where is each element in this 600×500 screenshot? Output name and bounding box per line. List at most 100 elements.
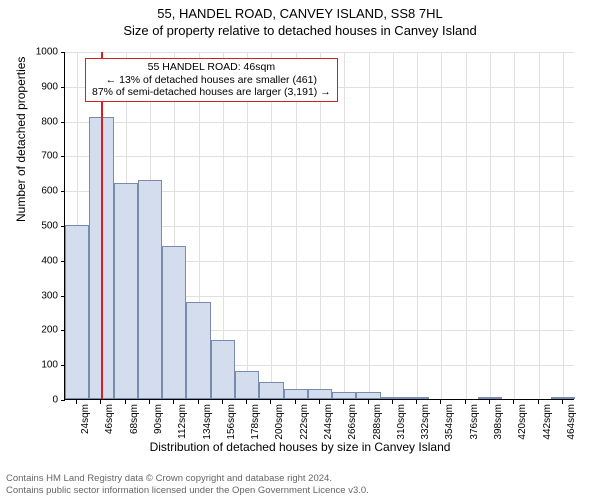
xtick-label: 288sqm [372, 404, 383, 440]
ytick-mark [61, 52, 65, 53]
xtick-label: 376sqm [469, 404, 480, 440]
ytick-label: 600 [41, 186, 58, 197]
xtick-mark [513, 400, 514, 404]
xtick-label: 24sqm [80, 404, 91, 434]
xtick-label: 244sqm [323, 404, 334, 440]
ytick-mark [61, 156, 65, 157]
gridline-v [296, 52, 297, 399]
xtick-mark [538, 400, 539, 404]
histogram-bar [308, 389, 332, 399]
xtick-label: 156sqm [226, 404, 237, 440]
histogram-bar [478, 397, 502, 399]
ytick-mark [61, 191, 65, 192]
gridline-v [320, 52, 321, 399]
xtick-label: 420sqm [517, 404, 528, 440]
ytick-label: 0 [52, 395, 58, 406]
histogram-bar [114, 183, 138, 399]
xtick-label: 310sqm [396, 404, 407, 440]
histogram-bar [138, 180, 162, 399]
gridline-v [247, 52, 248, 399]
ytick-label: 500 [41, 221, 58, 232]
annot-line2: ← 13% of detached houses are smaller (46… [92, 74, 331, 87]
gridline-v [514, 52, 515, 399]
xtick-mark [562, 400, 563, 404]
x-axis-label: Distribution of detached houses by size … [0, 440, 600, 454]
xtick-mark [198, 400, 199, 404]
annot-line3: 87% of semi-detached houses are larger (… [92, 86, 331, 99]
gridline-v [344, 52, 345, 399]
gridline-v [441, 52, 442, 399]
xtick-mark [100, 400, 101, 404]
plot-area: 55 HANDEL ROAD: 46sqm← 13% of detached h… [64, 52, 574, 400]
gridline-v [417, 52, 418, 399]
marker-line [101, 52, 103, 399]
xtick-mark [173, 400, 174, 404]
xtick-mark [392, 400, 393, 404]
xtick-label: 442sqm [542, 404, 553, 440]
xtick-mark [319, 400, 320, 404]
chart-area: 55 HANDEL ROAD: 46sqm← 13% of detached h… [64, 52, 574, 400]
xtick-label: 332sqm [420, 404, 431, 440]
histogram-bar [551, 397, 575, 399]
xtick-mark [368, 400, 369, 404]
gridline-v [369, 52, 370, 399]
xtick-label: 90sqm [153, 404, 164, 434]
xtick-label: 354sqm [444, 404, 455, 440]
xtick-label: 398sqm [493, 404, 504, 440]
histogram-bar [405, 397, 429, 399]
xtick-mark [295, 400, 296, 404]
ytick-mark [61, 400, 65, 401]
ytick-mark [61, 122, 65, 123]
histogram-bar [332, 392, 356, 399]
gridline-v [490, 52, 491, 399]
xtick-mark [343, 400, 344, 404]
xtick-mark [246, 400, 247, 404]
gridline-v [393, 52, 394, 399]
annotation-box: 55 HANDEL ROAD: 46sqm← 13% of detached h… [85, 58, 338, 102]
ytick-label: 700 [41, 151, 58, 162]
ytick-label: 100 [41, 360, 58, 371]
xtick-label: 266sqm [347, 404, 358, 440]
xtick-mark [125, 400, 126, 404]
xtick-mark [222, 400, 223, 404]
chart-title-block: 55, HANDEL ROAD, CANVEY ISLAND, SS8 7HL … [0, 0, 600, 40]
histogram-bar [211, 340, 235, 399]
xtick-mark [76, 400, 77, 404]
ytick-label: 1000 [36, 47, 58, 58]
xtick-label: 112sqm [177, 404, 188, 439]
ytick-mark [61, 87, 65, 88]
xtick-label: 178sqm [250, 404, 261, 440]
histogram-bar [162, 246, 186, 399]
xtick-label: 68sqm [129, 404, 140, 434]
xtick-mark [465, 400, 466, 404]
ytick-label: 300 [41, 290, 58, 301]
xtick-label: 464sqm [566, 404, 577, 440]
xtick-label: 222sqm [299, 404, 310, 440]
title-line2: Size of property relative to detached ho… [0, 23, 600, 40]
gridline-v [466, 52, 467, 399]
histogram-bar [65, 225, 89, 399]
footer-attribution: Contains HM Land Registry data © Crown c… [6, 473, 369, 496]
ytick-label: 900 [41, 81, 58, 92]
gridline-v [563, 52, 564, 399]
histogram-bar [381, 397, 405, 399]
ytick-label: 400 [41, 255, 58, 266]
y-axis-label: Number of detached properties [14, 57, 28, 222]
title-line1: 55, HANDEL ROAD, CANVEY ISLAND, SS8 7HL [0, 6, 600, 23]
gridline-v [539, 52, 540, 399]
xtick-label: 134sqm [202, 404, 213, 440]
histogram-bar [284, 389, 308, 399]
xtick-mark [149, 400, 150, 404]
xtick-mark [440, 400, 441, 404]
xtick-mark [416, 400, 417, 404]
histogram-bar [186, 302, 210, 399]
ytick-label: 800 [41, 116, 58, 127]
xtick-label: 46sqm [104, 404, 115, 434]
gridline-v [271, 52, 272, 399]
histogram-bar [356, 392, 380, 399]
footer-line1: Contains HM Land Registry data © Crown c… [6, 473, 369, 484]
xtick-mark [270, 400, 271, 404]
histogram-bar [235, 371, 259, 399]
histogram-bar [259, 382, 283, 399]
ytick-label: 200 [41, 325, 58, 336]
